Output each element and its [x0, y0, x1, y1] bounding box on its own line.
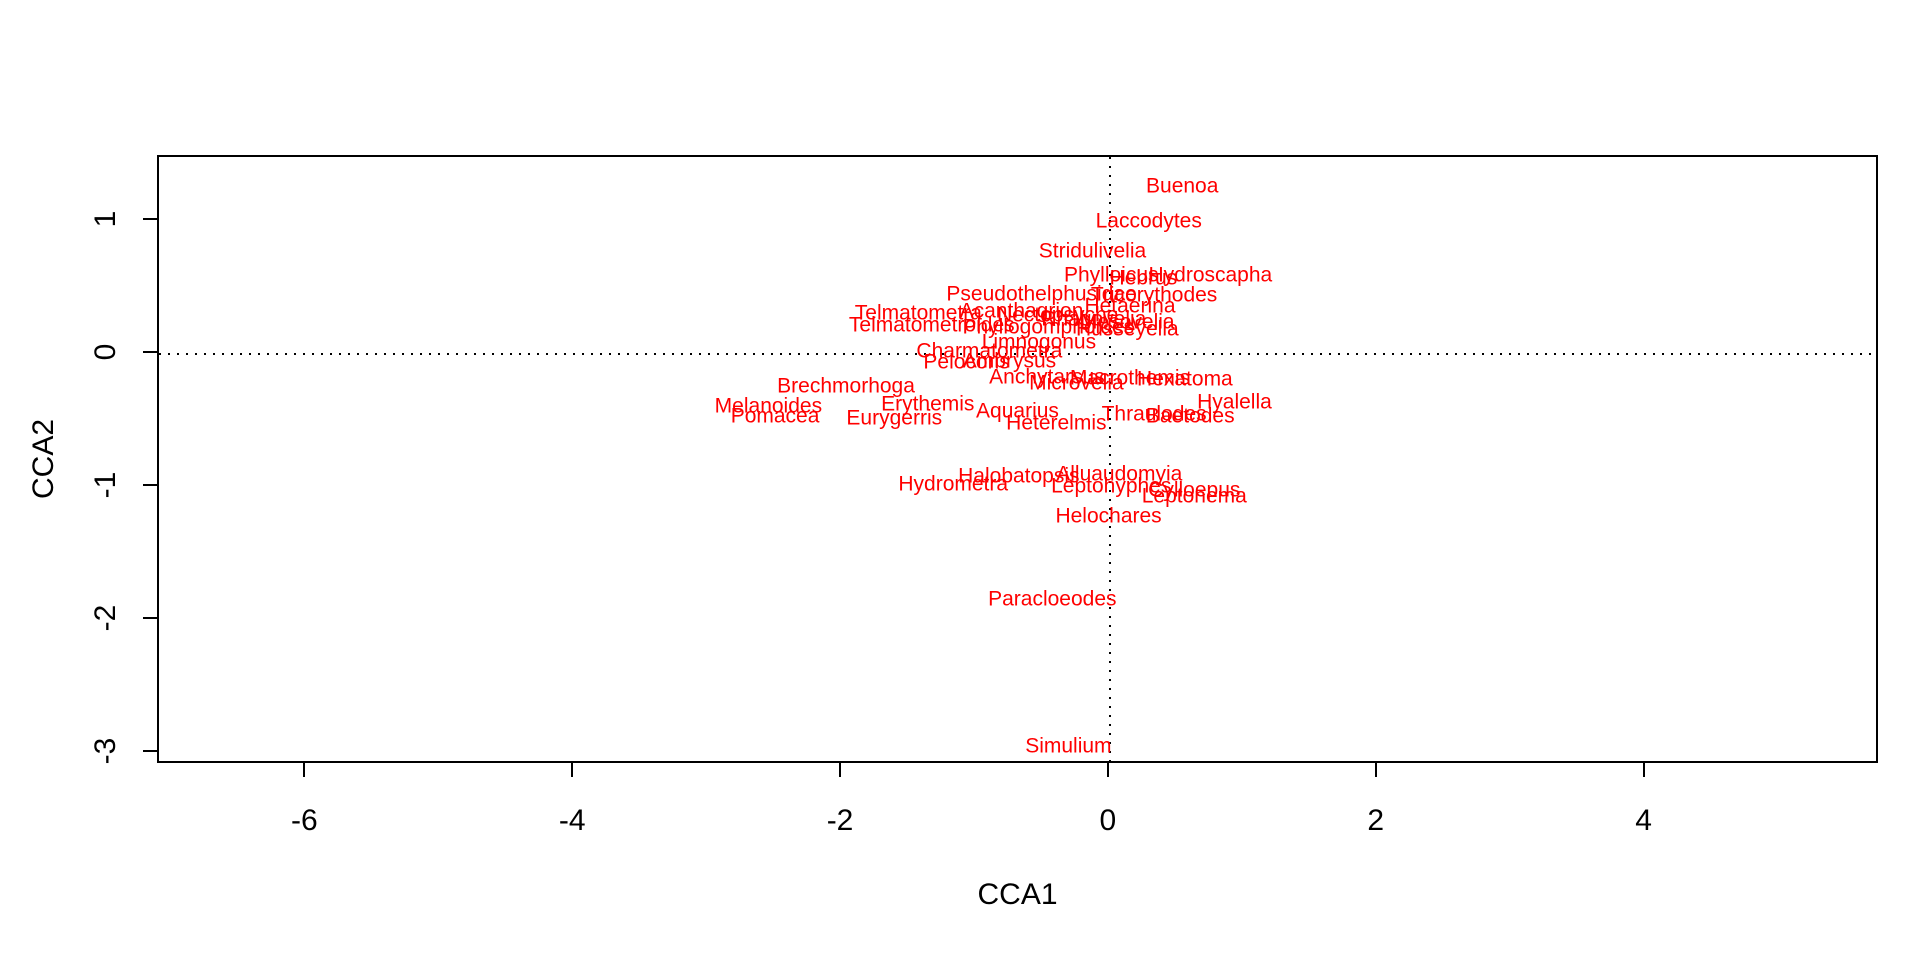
species-label: Stridulivelia	[1038, 239, 1147, 263]
x-axis-tick	[571, 763, 574, 777]
species-label: Thraulodes	[1101, 402, 1207, 426]
x-axis-tick	[303, 763, 306, 777]
species-label: Erythemis	[881, 392, 975, 416]
species-label: Brechmorhoga	[777, 374, 915, 398]
y-axis-tick	[143, 616, 157, 619]
species-label: Phylloicus	[1063, 263, 1159, 287]
x-axis-tick-label: 4	[1635, 804, 1652, 837]
species-label: Phyllogomphoides	[962, 315, 1135, 339]
x-axis-tick	[839, 763, 842, 777]
species-label: Husseyella	[1075, 317, 1179, 341]
species-label: Heterelmis	[1006, 411, 1107, 435]
species-label: Pelocoris	[923, 350, 1010, 374]
species-label: Halobatopsis	[958, 464, 1080, 488]
species-label: Laccodytes	[1095, 209, 1202, 233]
species-label: Macrothemis	[1069, 366, 1191, 390]
species-label: Nectopsyche	[996, 303, 1119, 327]
species-label: Tricorythodes	[1090, 283, 1218, 307]
x-axis-tick-label: -2	[826, 804, 854, 837]
species-label: Anchytarsus	[989, 365, 1105, 389]
species-label: Limnogonus	[981, 330, 1097, 354]
species-label: Ambrysus	[962, 349, 1057, 373]
x-axis-tick	[1374, 763, 1377, 777]
x-axis-tick-label: 0	[1099, 804, 1117, 837]
y-axis-tick-label: -2	[89, 604, 122, 632]
x-axis-tick	[1642, 763, 1645, 777]
species-label: Hexatoma	[1137, 367, 1233, 391]
species-label: Simulium	[1025, 734, 1112, 758]
species-label: Telmatometra	[854, 301, 982, 325]
species-label: Pseudothelphusidae	[946, 282, 1137, 306]
species-label: Pomacea	[730, 404, 820, 428]
species-label: Mesovelia	[1080, 310, 1175, 334]
y-axis-tick-label: 0	[89, 343, 122, 361]
x-axis-tick	[1106, 763, 1109, 777]
plot-area: Buenoa Laccodytes Stridulivelia Phylloicus H…	[157, 155, 1878, 763]
y-axis-tick	[143, 483, 157, 486]
species-label: Helochares	[1055, 504, 1162, 528]
y-axis-tick-label: -1	[89, 471, 122, 499]
y-axis-tick	[143, 350, 157, 353]
species-label: Cylloepus	[1148, 478, 1241, 502]
y-axis-tick	[143, 217, 157, 220]
species-label: Telmatometroides	[848, 313, 1015, 337]
species-label: Leptohyphes	[1051, 474, 1172, 498]
species-label: Paracloeodes	[988, 587, 1117, 611]
zero-reference-line-horizontal	[159, 352, 1876, 355]
species-label: Acanthagrion	[959, 299, 1084, 323]
species-label: Baetodes	[1145, 404, 1235, 428]
x-axis-title: CCA1	[977, 878, 1058, 911]
species-label: Eurygerris	[846, 406, 943, 430]
species-label: Hydrometra	[898, 472, 1009, 496]
species-label: Microvelia	[1029, 371, 1124, 395]
species-label: Hetaerina	[1084, 294, 1176, 318]
species-label: Rhagovelia	[1041, 307, 1147, 331]
species-label: Aquarius	[976, 399, 1059, 423]
species-label: Hyalella	[1197, 390, 1272, 414]
species-label: Hydroscapha	[1148, 263, 1273, 287]
y-axis-tick-label: -3	[89, 737, 122, 765]
x-axis-tick-label: 2	[1367, 804, 1385, 837]
y-axis-tick-label: 1	[89, 210, 122, 228]
zero-reference-line-vertical	[1108, 157, 1111, 761]
species-label: Melanoides	[714, 394, 823, 418]
species-label: Charmatometra	[916, 339, 1063, 363]
species-label: Hebrus	[1109, 266, 1178, 290]
x-axis-tick-label: -4	[558, 804, 586, 837]
species-label: Alluaudomyia	[1056, 462, 1183, 486]
species-label: Leptonema	[1141, 484, 1247, 508]
y-axis-tick	[143, 750, 157, 753]
y-axis-title: CCA2	[27, 418, 60, 500]
species-label: Buenoa	[1146, 174, 1219, 198]
x-axis-tick-label: -6	[290, 804, 318, 837]
